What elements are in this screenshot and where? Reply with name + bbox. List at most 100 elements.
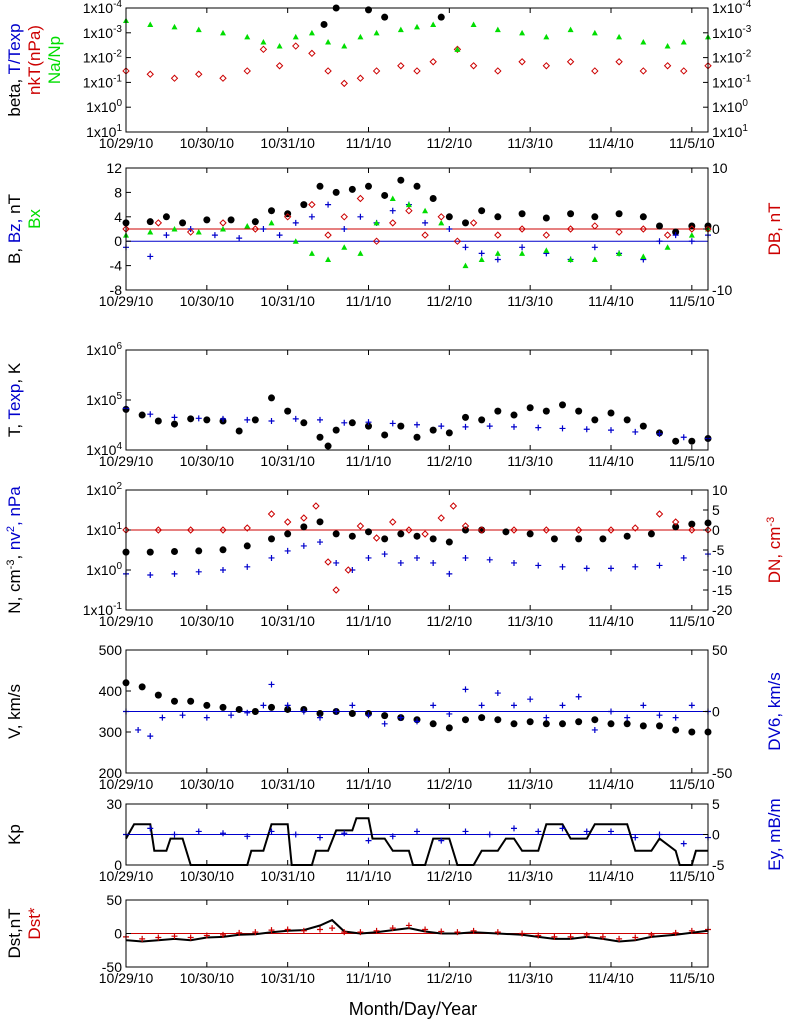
data-point [453, 237, 462, 245]
data-point [236, 235, 243, 242]
data-point [688, 702, 695, 709]
x-tick-label: 11/1/10 [346, 135, 392, 151]
data-point [664, 244, 671, 250]
y-axis-label-right: DB, nT [765, 203, 784, 256]
data-point [381, 535, 389, 543]
x-tick-label: 10/29/10 [99, 135, 154, 151]
data-point [372, 67, 381, 75]
data-point [542, 231, 551, 239]
data-point [195, 415, 202, 422]
data-point [535, 932, 542, 939]
data-point [607, 720, 615, 728]
data-point [244, 416, 251, 423]
x-tick-label: 10/30/10 [180, 453, 235, 469]
data-point [357, 33, 364, 40]
data-point [372, 237, 381, 245]
data-point [283, 518, 292, 526]
data-point [438, 219, 445, 226]
data-point [591, 67, 599, 75]
data-point [526, 718, 534, 726]
data-point [405, 526, 413, 534]
data-point [219, 546, 227, 554]
data-point [220, 931, 226, 938]
data-point [688, 927, 695, 934]
data-point [680, 39, 687, 45]
data-point [462, 716, 469, 724]
x-tick-label: 11/4/10 [588, 776, 634, 792]
data-point [575, 535, 583, 543]
x-tick-label: 11/5/10 [669, 613, 715, 629]
data-point [510, 526, 518, 534]
panel-4: 10/29/10 10/30/10 10/31/10 11/1/10 11/2/10 11… [83, 481, 733, 629]
x-tick-label: 11/1/10 [346, 453, 392, 469]
data-point [195, 26, 202, 33]
data-point [405, 922, 412, 929]
data-point [268, 418, 275, 425]
data-point [559, 720, 566, 728]
data-point [292, 415, 299, 422]
data-point [186, 526, 195, 534]
data-point [284, 702, 291, 709]
x-axis-title: Month/Day/Year [349, 999, 477, 1019]
data-point [583, 426, 590, 433]
data-point [317, 416, 323, 423]
data-point [413, 182, 421, 190]
data-point [147, 21, 154, 27]
data-point [195, 568, 202, 575]
y-tick-label: -50 [102, 959, 122, 975]
series-line [125, 918, 709, 943]
data-point [244, 33, 251, 40]
data-point [381, 551, 388, 558]
data-point [688, 520, 696, 528]
y-tick-label-right: 10 [712, 482, 728, 498]
data-point [405, 206, 413, 215]
data-point [171, 548, 178, 556]
data-point [236, 929, 243, 936]
data-point [243, 542, 251, 550]
data-point [422, 219, 429, 226]
data-point [389, 420, 396, 427]
data-point [300, 201, 308, 209]
data-point [147, 229, 154, 235]
y-tick-label: 4 [114, 209, 122, 225]
y-axis-label-right: Ey, mB/m [765, 798, 784, 870]
data-point [639, 213, 647, 221]
x-tick-label: 11/3/10 [507, 453, 553, 469]
data-point [316, 518, 324, 526]
data-point [308, 49, 316, 58]
y-tick-label: 1x105 [86, 391, 122, 408]
data-point [688, 225, 696, 233]
y-tick-label-right: 0 [712, 827, 720, 843]
data-point [139, 935, 146, 942]
data-point [486, 556, 493, 563]
x-tick-label: 11/3/10 [507, 135, 553, 151]
x-tick-label: 10/29/10 [99, 293, 154, 309]
data-point [519, 244, 526, 251]
data-point [195, 547, 203, 555]
data-point [146, 70, 154, 78]
data-point [462, 828, 469, 835]
x-tick-label: 10/31/10 [260, 135, 315, 151]
data-point [478, 416, 486, 424]
data-point [422, 926, 429, 933]
data-point [356, 74, 365, 82]
data-point [357, 213, 364, 220]
data-point [235, 427, 243, 435]
data-point [171, 414, 178, 421]
data-point [381, 13, 389, 21]
x-tick-label: 11/4/10 [588, 970, 634, 986]
data-point [688, 437, 696, 445]
data-point [195, 828, 202, 835]
data-point [252, 929, 259, 936]
data-point [543, 33, 550, 40]
data-point [341, 830, 348, 837]
data-point [575, 407, 583, 415]
y-tick-label: 1x100 [86, 98, 122, 115]
data-point [171, 420, 178, 428]
data-point [348, 185, 356, 193]
data-point [329, 925, 336, 932]
data-point [559, 702, 566, 709]
data-point [656, 712, 663, 719]
data-point [147, 733, 154, 740]
y-tick-label-right: -10 [712, 282, 732, 298]
